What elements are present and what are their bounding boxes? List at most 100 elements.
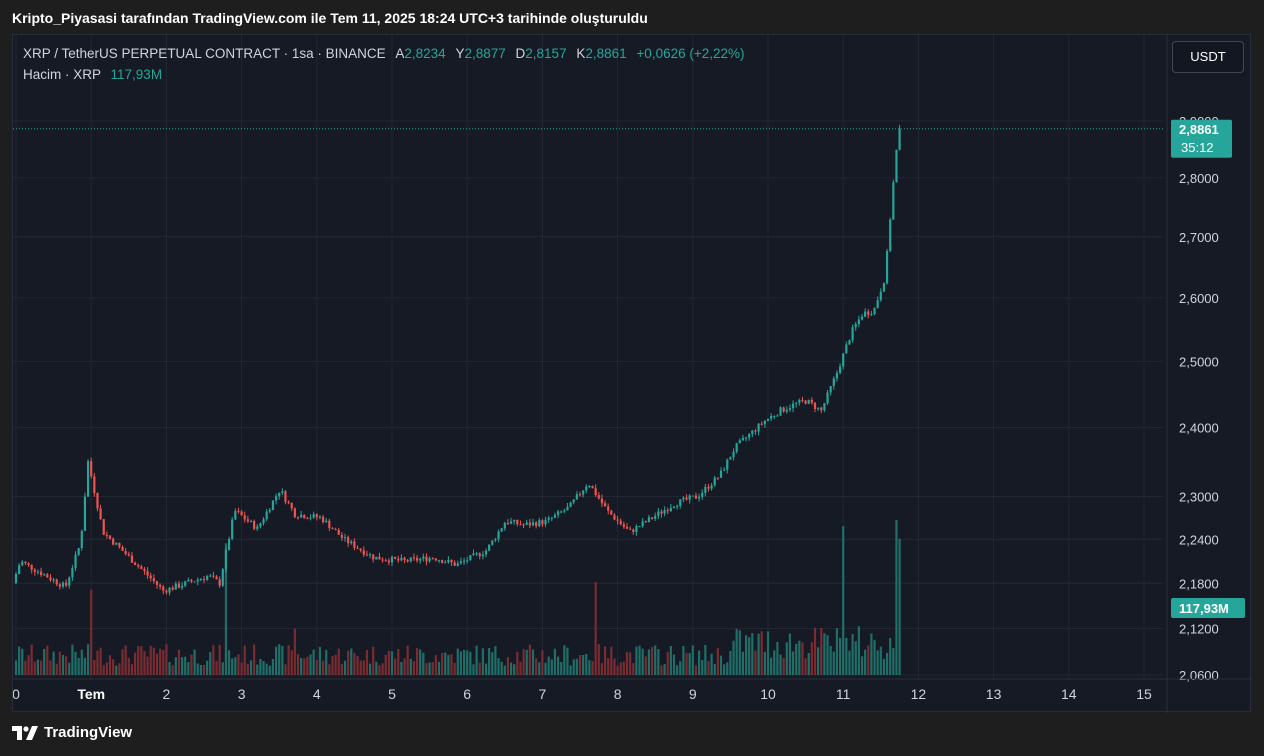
change-value: +0,0626 (+2,22%) — [636, 46, 745, 61]
candle-body — [807, 399, 810, 404]
candle-body — [237, 510, 240, 512]
volume-bar — [212, 645, 215, 675]
candle-body — [102, 519, 105, 535]
candle-body — [309, 517, 312, 519]
volume-bar — [832, 651, 835, 675]
candle-body — [776, 415, 779, 417]
candle-body — [810, 399, 813, 403]
volume-bar — [403, 658, 406, 675]
candle-body — [688, 495, 691, 500]
volume-bar — [553, 648, 557, 675]
volume-bar — [61, 654, 65, 675]
volume-bar — [77, 657, 80, 675]
candle-body — [287, 501, 290, 503]
candle-body — [770, 415, 773, 419]
volume-bar — [450, 654, 453, 675]
candle-body — [569, 502, 572, 507]
volume-bar — [177, 649, 181, 675]
volume-bar — [594, 582, 597, 675]
volume-tag — [1171, 598, 1245, 618]
x-tick-label: 0 — [13, 686, 20, 702]
candle-body — [854, 324, 857, 328]
candle-body — [528, 522, 531, 526]
volume-label[interactable]: Hacim · XRP — [23, 67, 101, 82]
volume-bar — [425, 663, 428, 675]
volume-bar — [459, 651, 463, 675]
volume-bar — [779, 654, 782, 675]
volume-bar — [676, 665, 679, 675]
volume-bar — [475, 645, 478, 675]
candle-body — [293, 508, 296, 518]
candle-body — [838, 366, 842, 373]
volume-bar — [509, 662, 513, 675]
volume-bar — [187, 662, 190, 675]
candle-body — [58, 584, 61, 587]
candle-body — [390, 556, 394, 563]
volume-bar — [240, 662, 243, 675]
candle-body — [74, 554, 77, 569]
candle-body — [660, 511, 663, 514]
candle-body — [39, 571, 43, 576]
candle-body — [350, 541, 353, 544]
volume-bar — [738, 630, 741, 675]
candle-body — [24, 561, 27, 563]
volume-bar — [566, 647, 569, 675]
candle-body — [600, 498, 604, 504]
volume-bar — [876, 650, 879, 675]
candle-body — [243, 515, 246, 520]
symbol-title[interactable]: XRP / TetherUS PERPETUAL CONTRACT · 1sa … — [23, 46, 386, 61]
candle-body — [428, 558, 431, 562]
volume-bar — [246, 663, 249, 675]
candle-body — [412, 557, 416, 559]
candle-body — [362, 550, 365, 555]
candle-body — [566, 506, 569, 511]
volume-bar — [547, 656, 550, 675]
volume-bar — [434, 655, 437, 675]
volume-bar — [481, 648, 484, 675]
volume-bar — [253, 644, 256, 675]
volume-bar — [879, 646, 882, 675]
candle-body — [475, 553, 478, 555]
candle-body — [663, 510, 666, 514]
candle-body — [231, 519, 234, 539]
volume-bar — [368, 663, 372, 675]
x-tick-label: 7 — [539, 686, 547, 702]
volume-bar — [817, 647, 820, 675]
candle-body — [588, 486, 591, 488]
candle-body — [867, 311, 870, 315]
candle-body — [707, 486, 710, 489]
price-chart[interactable]: 2,90002,80002,70002,60002,50002,40002,30… — [13, 35, 1252, 713]
candle-body — [259, 523, 262, 527]
volume-bar — [845, 637, 848, 675]
volume-bar — [105, 662, 108, 675]
volume-bar — [202, 665, 206, 675]
candle-body — [61, 582, 65, 587]
footer-brand[interactable]: TradingView — [12, 724, 132, 741]
candle-body — [704, 486, 707, 493]
volume-bar — [713, 663, 716, 675]
volume-bar — [99, 647, 102, 675]
volume-bar — [588, 660, 591, 675]
candle-body — [215, 576, 218, 580]
currency-button[interactable]: USDT — [1172, 41, 1244, 73]
volume-bar — [372, 646, 375, 675]
volume-bar — [785, 642, 788, 675]
candle-body — [804, 400, 807, 404]
candle-body — [218, 579, 221, 586]
volume-bar — [801, 642, 804, 675]
candle-body — [274, 496, 278, 501]
volume-bar — [444, 652, 447, 675]
volume-bar — [572, 659, 575, 675]
candle-body — [729, 457, 732, 460]
chart-panel[interactable]: 2,90002,80002,70002,60002,50002,40002,30… — [12, 34, 1252, 713]
candle-body — [36, 571, 40, 573]
volume-bar — [36, 659, 40, 675]
high-label: Y — [455, 46, 465, 61]
volume-bar — [716, 648, 719, 675]
candle-body — [209, 575, 212, 577]
volume-bar — [221, 662, 224, 675]
candle-body — [353, 541, 356, 548]
volume-bar — [663, 664, 666, 675]
candle-body — [77, 548, 80, 555]
volume-bar — [478, 662, 481, 675]
